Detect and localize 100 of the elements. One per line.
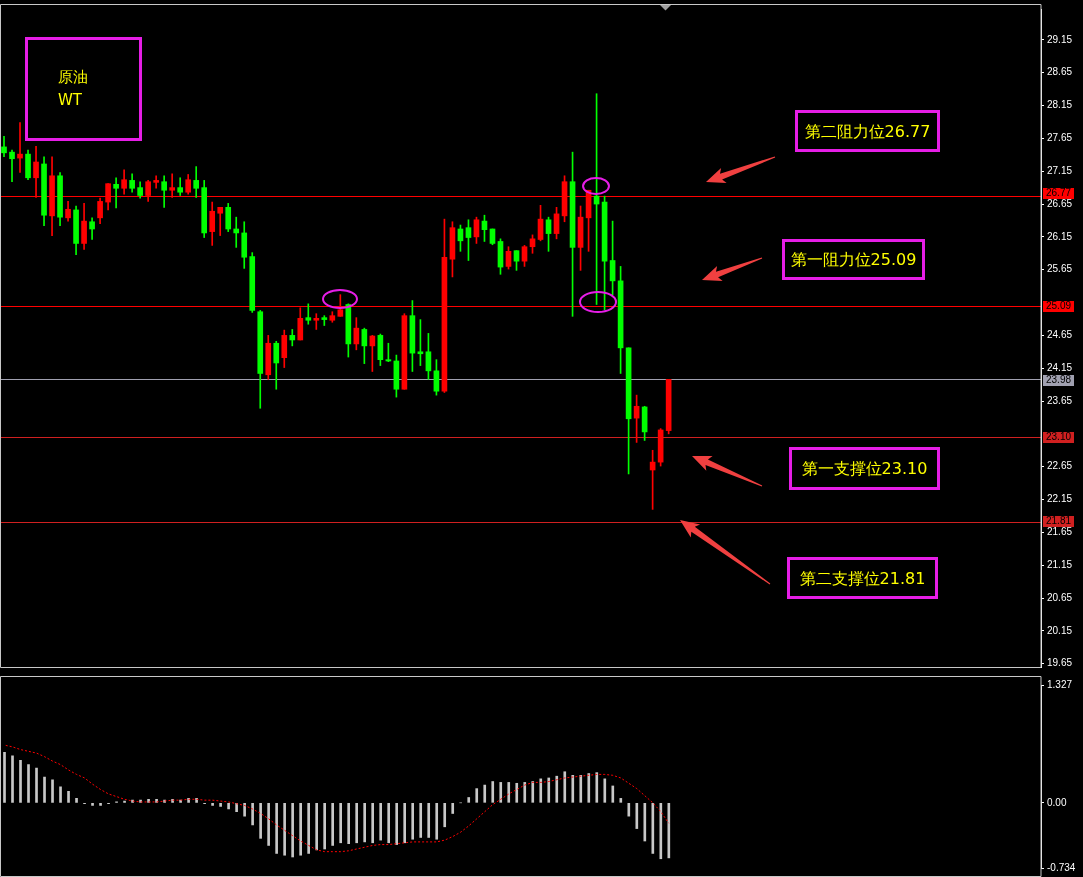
bar: [555, 775, 559, 803]
y-tick-label: 27.15: [1047, 164, 1073, 176]
line-series: [4, 744, 670, 853]
candlestick: [153, 175, 159, 189]
bar: [35, 767, 38, 803]
text-frame: 第一阻力位25.09: [782, 239, 925, 280]
bar: [243, 803, 246, 817]
bar: [51, 779, 54, 803]
bar: [547, 777, 551, 803]
y-tick-label: 26.15: [1047, 230, 1073, 242]
bar: [603, 778, 607, 803]
bar: [379, 803, 383, 841]
bar: [435, 803, 439, 840]
bar: [451, 803, 455, 814]
bar: [411, 803, 415, 840]
bar: [611, 785, 615, 803]
bar: [323, 803, 326, 850]
y-tick-label: 24.15: [1047, 361, 1073, 373]
bar: [635, 803, 639, 829]
y-tick-label: 0.00: [1047, 796, 1067, 808]
y-tick-label: 1.327: [1047, 678, 1073, 690]
candlestick: [233, 216, 240, 248]
bar: [307, 803, 310, 854]
bar: [587, 773, 591, 803]
bar: [275, 803, 278, 854]
bar: [59, 786, 62, 803]
bar: [467, 797, 471, 803]
bar: [355, 803, 358, 844]
bar: [395, 803, 399, 845]
bar: [523, 782, 527, 803]
candlestick: [9, 149, 15, 183]
bar: [515, 782, 519, 803]
bar: [427, 803, 431, 838]
bar: [563, 771, 567, 803]
candlestick: [321, 315, 328, 326]
y-tick-label: 28.65: [1047, 66, 1073, 78]
y-tick-label: 28.15: [1047, 99, 1073, 111]
y-tick-label: 22.65: [1047, 460, 1073, 472]
candlestick: [313, 313, 320, 330]
bar: [539, 778, 543, 803]
bar: [99, 803, 102, 806]
bar: [651, 803, 655, 854]
y-tick-label: -0.734: [1047, 861, 1076, 873]
ref-line-label: 26.77: [1046, 187, 1072, 199]
bar: [363, 803, 367, 843]
candlestick: [217, 206, 224, 236]
bar: [155, 798, 158, 803]
y-tick-label: 20.15: [1047, 624, 1073, 636]
text-frame: 第二支撑位21.81: [787, 557, 938, 599]
bar: [283, 803, 286, 856]
bar: [531, 781, 535, 803]
y-tick-label: 29.15: [1047, 33, 1073, 45]
bar: [267, 803, 270, 846]
bar: [315, 803, 318, 851]
bar: [491, 781, 495, 803]
bar: [387, 803, 391, 844]
bar: [475, 788, 479, 803]
bar: [91, 803, 94, 806]
y-tick-label: 19.65: [1047, 657, 1073, 669]
bar: [3, 751, 6, 803]
bar: [259, 803, 262, 839]
ref-line-label: 25.09: [1046, 300, 1072, 312]
y-tick-label: 22.15: [1047, 493, 1073, 505]
bar: [571, 774, 575, 803]
bar: [291, 803, 294, 858]
bar: [211, 803, 214, 806]
bar: [75, 798, 78, 803]
bar: [595, 772, 599, 803]
bar: [443, 803, 447, 828]
bar: [27, 764, 30, 803]
bar: [643, 803, 647, 842]
bar: [403, 803, 407, 844]
bar: [419, 803, 423, 838]
y-tick-label: 27.65: [1047, 132, 1073, 144]
y-tick-label: 24.65: [1047, 329, 1073, 341]
bar: [339, 803, 342, 844]
y-tick-label: 21.15: [1047, 558, 1073, 570]
y-tick-label: 23.65: [1047, 394, 1073, 406]
ref-line-label: 21.81: [1046, 515, 1072, 527]
text-frame: 第二阻力位26.77: [795, 110, 940, 152]
bar: [11, 755, 14, 803]
bar: [507, 782, 511, 803]
text-frame: 第一支撑位23.10: [789, 447, 940, 490]
annotation: 第一阻力位25.09: [790, 250, 917, 269]
ref-line-label: 23.10: [1046, 431, 1072, 443]
y-tick-label: 26.65: [1047, 197, 1073, 209]
bar: [483, 784, 487, 803]
bar: [619, 798, 623, 803]
annotation: 第二阻力位26.77: [804, 121, 931, 141]
text-frame: 原油 WT: [25, 37, 142, 141]
bar: [251, 803, 254, 826]
y-tick-label: 21.65: [1047, 526, 1073, 538]
annotation: 第二支撑位21.81: [799, 568, 926, 588]
y-tick-label: 25.65: [1047, 263, 1073, 275]
ref-line-label: 23.98: [1046, 374, 1072, 386]
candlestick: [305, 303, 312, 325]
bar: [219, 803, 222, 807]
bar: [227, 803, 230, 810]
bar: [19, 759, 22, 803]
bar: [499, 782, 503, 803]
